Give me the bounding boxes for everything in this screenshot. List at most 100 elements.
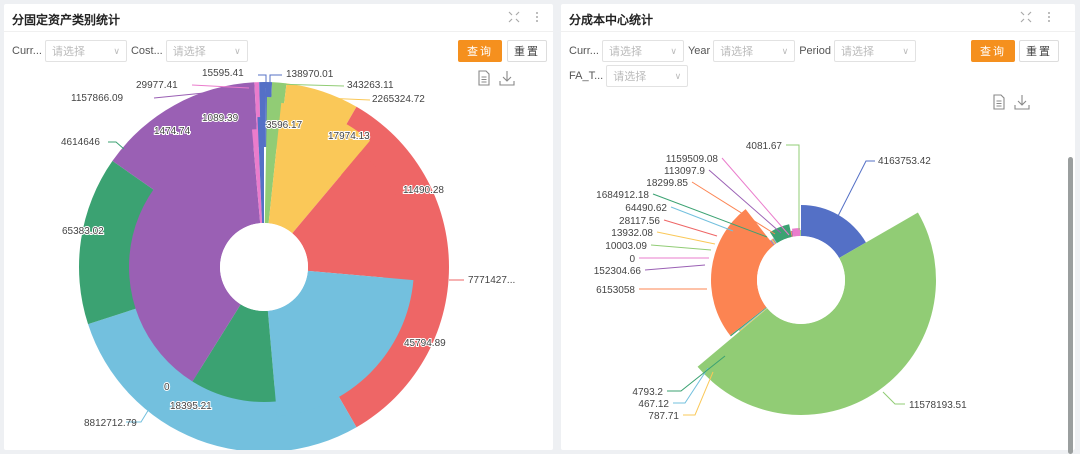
- outer-label: 343263.11: [347, 80, 394, 91]
- select-placeholder: 请选择: [608, 46, 642, 58]
- more-vert-icon[interactable]: [530, 11, 544, 25]
- fullscreen-icon[interactable]: [1019, 11, 1033, 25]
- filter-label-period: Period: [799, 45, 831, 57]
- reset-button[interactable]: 重置: [1019, 40, 1059, 62]
- inner-slice: [129, 132, 261, 382]
- year-select[interactable]: 请选择 ∨: [713, 40, 796, 62]
- panel-title: 分固定资产类别统计: [12, 13, 121, 27]
- panel-header: 分固定资产类别统计: [4, 4, 553, 32]
- inner-label: 17974.13: [328, 131, 370, 142]
- slice-label: 10003.09: [605, 241, 647, 252]
- filter-row-2: FA_T... 请选择 ∨: [569, 65, 692, 87]
- query-button[interactable]: 查询: [458, 40, 502, 62]
- outer-label: 7771427...: [468, 275, 515, 286]
- inner-slice: [267, 270, 414, 417]
- slice-label: 0: [629, 254, 635, 265]
- select-placeholder: 请选择: [840, 46, 874, 58]
- inner-slice: [268, 102, 371, 234]
- inner-slice: [251, 129, 263, 224]
- cost-center-panel: 分成本中心统计 Curr... 请选择 ∨ Year 请选择 ∨ Period 请选…: [561, 4, 1075, 450]
- document-icon[interactable]: [477, 70, 493, 86]
- filter-row: Curr... 请选择 ∨ Cost... 请选择 ∨: [12, 40, 252, 62]
- filter-label-fa-type: FA_T...: [569, 70, 604, 82]
- download-icon[interactable]: [1014, 94, 1030, 110]
- inner-label: 0: [164, 382, 170, 393]
- slice-label: 18299.85: [646, 178, 688, 189]
- rose-slice: [801, 205, 866, 258]
- slice-label: 4081.67: [746, 141, 783, 152]
- slice-label: 1159509.08: [666, 154, 719, 165]
- asset-category-rose-chart[interactable]: 138970.01 343263.11 2265324.72 7771427... 88…: [4, 4, 553, 450]
- rose-slice: [730, 307, 767, 337]
- fa-type-select[interactable]: 请选择 ∨: [606, 65, 689, 87]
- reset-button[interactable]: 重置: [507, 40, 547, 62]
- slice-label: 6153058: [596, 285, 635, 296]
- outer-slice: [112, 82, 258, 199]
- slice-label: 4793.2: [632, 387, 663, 398]
- inner-label: 18395.21: [170, 401, 212, 412]
- document-icon[interactable]: [992, 94, 1008, 110]
- inner-label: 1089.39: [202, 113, 239, 124]
- select-placeholder: 请选择: [613, 71, 647, 83]
- rose-slice: [697, 212, 936, 415]
- filter-label-year: Year: [687, 45, 711, 57]
- outer-label: 138970.01: [286, 69, 334, 80]
- inner-label: 45794.89: [404, 338, 446, 349]
- panel-title: 分成本中心统计: [569, 13, 654, 27]
- chevron-down-icon: ∨: [113, 45, 120, 56]
- rose-slice: [711, 209, 774, 336]
- query-button[interactable]: 查询: [971, 40, 1015, 62]
- cost-select[interactable]: 请选择 ∨: [165, 40, 248, 62]
- slice-label: 64490.62: [625, 203, 667, 214]
- inner-label: 3596.17: [266, 120, 303, 131]
- select-placeholder: 请选择: [720, 46, 754, 58]
- chevron-down-icon: ∨: [670, 45, 677, 56]
- slice-label: 1684912.18: [596, 190, 649, 201]
- filter-label-cost: Cost...: [130, 45, 163, 57]
- download-icon[interactable]: [499, 70, 515, 86]
- scrollbar[interactable]: [1068, 157, 1073, 454]
- period-select[interactable]: 请选择 ∨: [833, 40, 916, 62]
- outer-label: 15595.41: [202, 68, 244, 79]
- slice-label: 28117.56: [619, 216, 660, 227]
- rose-slice: [790, 230, 793, 237]
- outer-label: 4614646: [61, 137, 100, 148]
- slice-label: 11578193.51: [909, 400, 967, 411]
- panel-header: 分成本中心统计: [561, 4, 1075, 32]
- asset-category-panel: 分固定资产类别统计 Curr... 请选择 ∨ Cost... 请选择 ∨ 查询 重…: [4, 4, 553, 450]
- inner-label: 11490.28: [403, 185, 444, 196]
- inner-slice: [257, 117, 264, 224]
- inner-slice: [192, 304, 276, 402]
- currency-select[interactable]: 请选择 ∨: [44, 40, 127, 62]
- outer-label: 8812712.79: [84, 418, 137, 429]
- rose-slice: [771, 239, 776, 245]
- rose-slice: [800, 230, 801, 237]
- currency-select[interactable]: 请选择 ∨: [601, 40, 684, 62]
- slice-label: 787.71: [648, 411, 679, 422]
- rose-slice: [770, 239, 775, 245]
- chevron-down-icon: ∨: [902, 45, 909, 56]
- select-placeholder: 请选择: [51, 46, 85, 58]
- rose-slice: [739, 307, 768, 332]
- outer-label: 1157866.09: [71, 93, 124, 104]
- rose-slice: [791, 230, 794, 237]
- inner-slice: [292, 152, 414, 281]
- fullscreen-icon[interactable]: [507, 11, 521, 25]
- filter-row: Curr... 请选择 ∨ Year 请选择 ∨ Period 请选择 ∨: [569, 40, 920, 62]
- outer-label: 29977.41: [136, 80, 178, 91]
- rose-slice: [770, 240, 775, 246]
- slice-label: 13932.08: [611, 228, 653, 239]
- slice-label: 467.12: [638, 399, 669, 410]
- outer-label: 2265324.72: [372, 94, 425, 105]
- more-vert-icon[interactable]: [1042, 11, 1056, 25]
- inner-label: 1474.74: [154, 126, 191, 137]
- select-placeholder: 请选择: [172, 46, 206, 58]
- slice-label: 4163753.42: [878, 156, 931, 167]
- slice-label: 152304.66: [594, 266, 642, 277]
- chevron-down-icon: ∨: [674, 70, 682, 81]
- chevron-down-icon: ∨: [234, 45, 241, 56]
- inner-slice: [264, 97, 282, 224]
- rose-slice: [773, 238, 778, 244]
- rose-slice: [772, 238, 777, 244]
